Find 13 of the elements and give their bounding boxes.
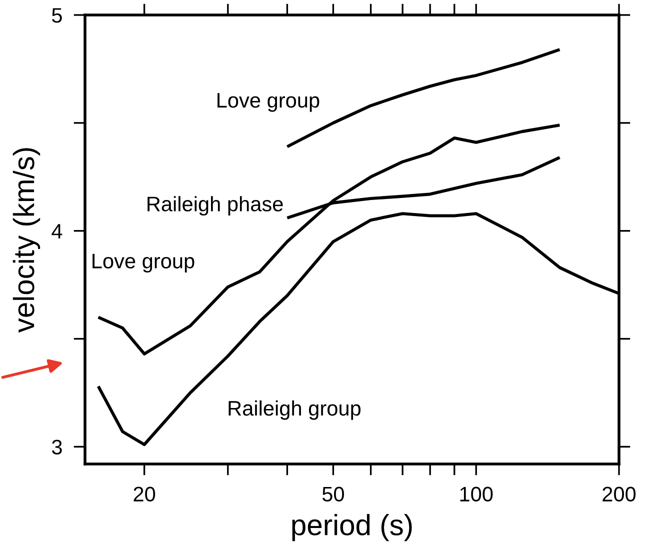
y-tick-label: 4 [52,224,62,238]
x-tick-label: 20 [134,486,156,502]
y-tick-label: 3 [52,440,62,454]
x-axis-title: period (s) [292,514,412,542]
x-tick-label: 50 [322,486,344,502]
x-tick-label: 100 [460,486,493,502]
y-axis-title: velocity (km/s) [12,148,40,333]
series-label: Love group [92,254,194,273]
y-tick-label: 5 [52,8,62,23]
series-label: Raileigh phase [148,196,283,216]
series-label: Love group [218,93,320,112]
series-label: Raileigh group [228,400,361,420]
x-tick-label: 200 [602,486,636,502]
